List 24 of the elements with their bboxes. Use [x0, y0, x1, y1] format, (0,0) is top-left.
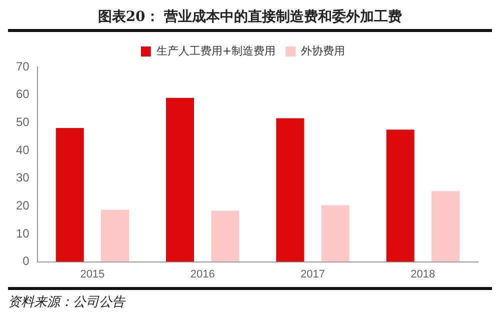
text: 资料来源：公司公告: [8, 294, 127, 311]
x-tick-label: 2017: [300, 268, 325, 280]
y-tick-label: 20: [16, 198, 30, 212]
y-tick-label: 30: [16, 170, 30, 185]
x-tick-label: 2015: [80, 268, 105, 280]
bar: [321, 205, 350, 262]
chart-title: 图表20： 营业成本中的直接制造费和委外加工费: [8, 8, 492, 32]
legend-label: 外协费用: [301, 44, 346, 58]
y-tick-label: 0: [22, 254, 30, 268]
bar: [386, 130, 414, 262]
y-tick-label: 40: [16, 142, 30, 157]
bar: [276, 118, 304, 262]
legend-label: 生产人工费用+制造费用: [156, 44, 276, 58]
y-tick-label: 10: [16, 226, 30, 240]
x-tick-label: 2018: [410, 268, 436, 280]
y-tick-label: 70: [16, 59, 30, 74]
bar: [432, 191, 460, 262]
x-tick-label: 2016: [190, 268, 215, 280]
bar: [211, 210, 240, 262]
y-tick-label: 50: [16, 114, 30, 129]
bar: [166, 98, 194, 262]
y-tick-label: 60: [16, 87, 30, 102]
bar: [101, 210, 130, 262]
bar: [56, 128, 84, 262]
